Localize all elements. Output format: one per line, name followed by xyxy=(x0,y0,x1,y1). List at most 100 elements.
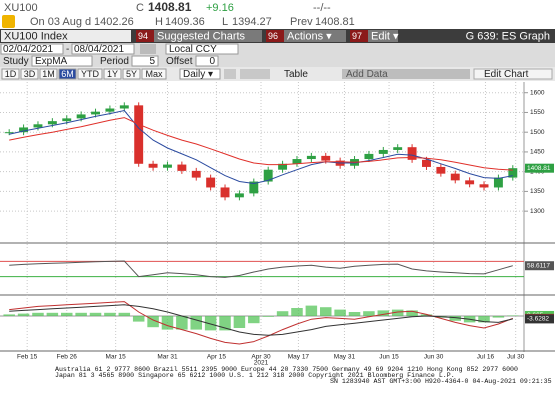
high: 1409.36 xyxy=(165,16,205,28)
bar xyxy=(32,312,44,316)
candle xyxy=(292,159,302,164)
lock-icon[interactable] xyxy=(2,15,15,28)
end-date: 08/04/2021 xyxy=(74,44,124,55)
candle xyxy=(465,180,475,185)
low: 1394.27 xyxy=(232,16,272,28)
bar xyxy=(291,308,303,316)
menu-number: 97 xyxy=(352,31,362,41)
menu-number-box xyxy=(266,30,284,42)
candle xyxy=(234,193,244,198)
tool-icon[interactable] xyxy=(240,69,270,79)
price-tag-label: 58.6117 xyxy=(527,262,550,269)
line xyxy=(9,260,513,278)
date: On 03 Aug d xyxy=(30,16,91,28)
period-label: 1M xyxy=(42,69,55,79)
offset: 0 xyxy=(209,56,215,67)
page-id: G 639: ES Graph xyxy=(466,30,550,42)
menu-button[interactable] xyxy=(266,30,346,42)
bar xyxy=(377,310,390,316)
x-tick-label: Feb 15 xyxy=(17,354,38,361)
menu-number-box xyxy=(350,30,368,42)
price-tag-label: 1408.81 xyxy=(527,165,551,172)
candle xyxy=(450,173,460,181)
period-label: Max xyxy=(145,69,163,79)
candle xyxy=(422,159,431,167)
bar xyxy=(348,312,361,316)
line xyxy=(9,304,513,336)
security: XU100 Index xyxy=(4,30,68,42)
candle xyxy=(191,170,201,178)
x-tick-label: Mar 31 xyxy=(157,354,178,361)
candle xyxy=(321,155,331,161)
offset-input[interactable] xyxy=(195,55,219,67)
bar xyxy=(449,316,462,321)
edit-chart-box[interactable] xyxy=(473,68,553,80)
range-bar xyxy=(0,43,555,55)
period-button[interactable] xyxy=(20,68,39,80)
end-input[interactable] xyxy=(71,43,135,55)
plot: Feb 15 Feb 26 Mar 15 Mar 31 Apr 15 Apr 30 May … xyxy=(0,82,554,367)
bar xyxy=(305,305,318,316)
start-date: 02/04/2021 xyxy=(3,44,53,55)
tool-icon[interactable] xyxy=(224,69,236,79)
period-label: 6M xyxy=(61,69,74,79)
frequency-select[interactable] xyxy=(179,68,221,80)
candle xyxy=(134,105,144,164)
bar xyxy=(190,316,203,330)
period-button[interactable] xyxy=(103,68,122,80)
y-tick-label: 1350 xyxy=(530,188,545,195)
bar xyxy=(176,316,188,330)
footer-line: SN 1283940 AST GMT+3:00 H920-4364-0 04-A… xyxy=(330,378,552,385)
bar xyxy=(132,316,145,322)
bar xyxy=(219,316,231,331)
bar xyxy=(363,311,375,316)
footer-line: Japan 81 3 4565 8900 Singapore 65 6212 1… xyxy=(55,372,455,379)
line xyxy=(9,109,513,185)
x-tick-label: Feb 26 xyxy=(57,354,78,361)
bar xyxy=(89,312,102,316)
y-tick-label: 1300 xyxy=(530,208,545,215)
period-label: 3D xyxy=(24,69,36,79)
menu-label: Actions ▾ xyxy=(287,30,332,42)
candle xyxy=(479,184,489,188)
start-input[interactable] xyxy=(0,43,64,55)
period-input[interactable] xyxy=(131,55,159,67)
security-box[interactable] xyxy=(1,30,131,42)
table-button[interactable]: Table xyxy=(284,69,308,80)
period-button[interactable] xyxy=(39,68,58,80)
price-tag xyxy=(525,314,554,324)
candle xyxy=(378,149,388,154)
menu-button[interactable] xyxy=(136,30,262,42)
bar xyxy=(233,316,246,328)
high-label: H xyxy=(155,16,163,28)
period-button[interactable] xyxy=(77,68,103,80)
ticker: XU100 xyxy=(4,2,38,14)
currency-select[interactable] xyxy=(165,43,239,55)
x-tick-label: Jun 15 xyxy=(379,354,399,361)
period-button[interactable] xyxy=(122,68,141,80)
period-label: 1Y xyxy=(107,69,118,79)
menu-number: 96 xyxy=(268,31,278,41)
period-buttons: 1D 3D 1M 6M YTD 1Y 5Y Max xyxy=(1,68,167,80)
bar xyxy=(204,316,217,331)
candle xyxy=(76,114,86,119)
calendar-button[interactable] xyxy=(140,44,156,54)
last-label: C xyxy=(136,2,144,14)
period-button[interactable] xyxy=(1,68,20,80)
price-tag xyxy=(525,163,554,173)
candle xyxy=(148,163,158,168)
period-button[interactable] xyxy=(58,68,77,80)
bar xyxy=(276,311,289,316)
candle xyxy=(220,187,230,198)
candle xyxy=(407,147,417,160)
low-label: L xyxy=(222,16,228,28)
study-select[interactable] xyxy=(31,55,93,67)
period-button[interactable] xyxy=(141,68,167,80)
add-data-input[interactable] xyxy=(342,69,470,79)
candle xyxy=(105,108,115,112)
bar xyxy=(46,312,59,316)
candle xyxy=(364,153,374,160)
prev: 1408.81 xyxy=(315,16,355,28)
candle xyxy=(62,118,72,122)
bar xyxy=(75,312,87,316)
